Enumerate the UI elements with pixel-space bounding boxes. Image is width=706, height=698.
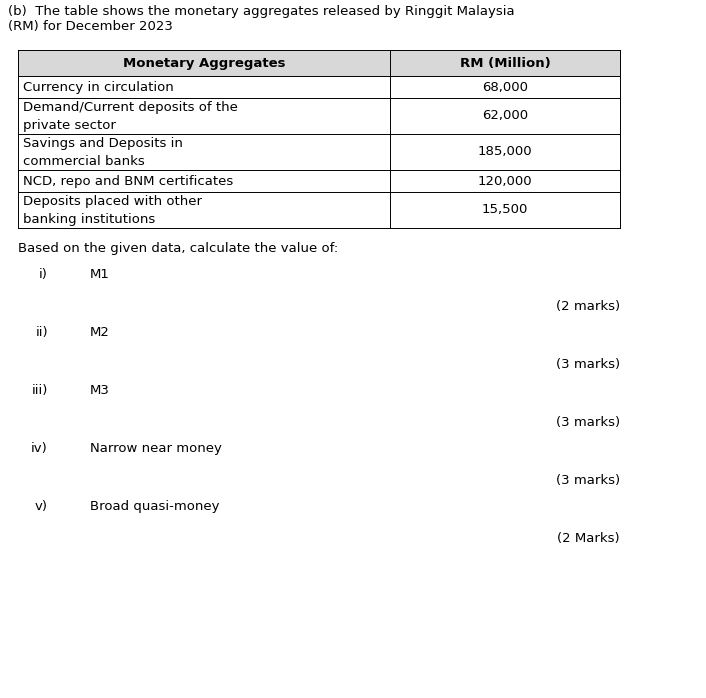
Text: M1: M1 (90, 268, 110, 281)
Text: (3 marks): (3 marks) (556, 416, 620, 429)
Text: Based on the given data, calculate the value of:: Based on the given data, calculate the v… (18, 242, 338, 255)
Text: M3: M3 (90, 384, 110, 397)
Text: (3 marks): (3 marks) (556, 474, 620, 487)
Text: Demand/Current deposits of the: Demand/Current deposits of the (23, 101, 238, 114)
Text: (RM) for December 2023: (RM) for December 2023 (8, 20, 173, 33)
Text: (3 marks): (3 marks) (556, 358, 620, 371)
Text: M2: M2 (90, 326, 110, 339)
Text: i): i) (39, 268, 48, 281)
Text: commercial banks: commercial banks (23, 155, 145, 168)
Text: Narrow near money: Narrow near money (90, 442, 222, 455)
Text: RM (Million): RM (Million) (460, 57, 551, 70)
Text: Savings and Deposits in: Savings and Deposits in (23, 137, 183, 150)
Text: ii): ii) (35, 326, 48, 339)
Text: banking institutions: banking institutions (23, 213, 155, 226)
Text: iv): iv) (31, 442, 48, 455)
Text: 120,000: 120,000 (478, 174, 532, 188)
Text: (2 Marks): (2 Marks) (557, 532, 620, 545)
Text: Currency in circulation: Currency in circulation (23, 80, 174, 94)
Text: v): v) (35, 500, 48, 513)
Text: private sector: private sector (23, 119, 116, 132)
Text: Deposits placed with other: Deposits placed with other (23, 195, 202, 208)
Text: 15,500: 15,500 (481, 204, 528, 216)
Text: (b)  The table shows the monetary aggregates released by Ringgit Malaysia: (b) The table shows the monetary aggrega… (8, 5, 515, 18)
Text: NCD, repo and BNM certificates: NCD, repo and BNM certificates (23, 174, 233, 188)
Text: iii): iii) (32, 384, 48, 397)
Text: Broad quasi-money: Broad quasi-money (90, 500, 220, 513)
Text: 68,000: 68,000 (482, 80, 528, 94)
Text: (2 marks): (2 marks) (556, 300, 620, 313)
Text: 62,000: 62,000 (482, 110, 528, 123)
Bar (18, 50, 620, 76)
Text: Monetary Aggregates: Monetary Aggregates (123, 57, 285, 70)
Text: 185,000: 185,000 (478, 145, 532, 158)
